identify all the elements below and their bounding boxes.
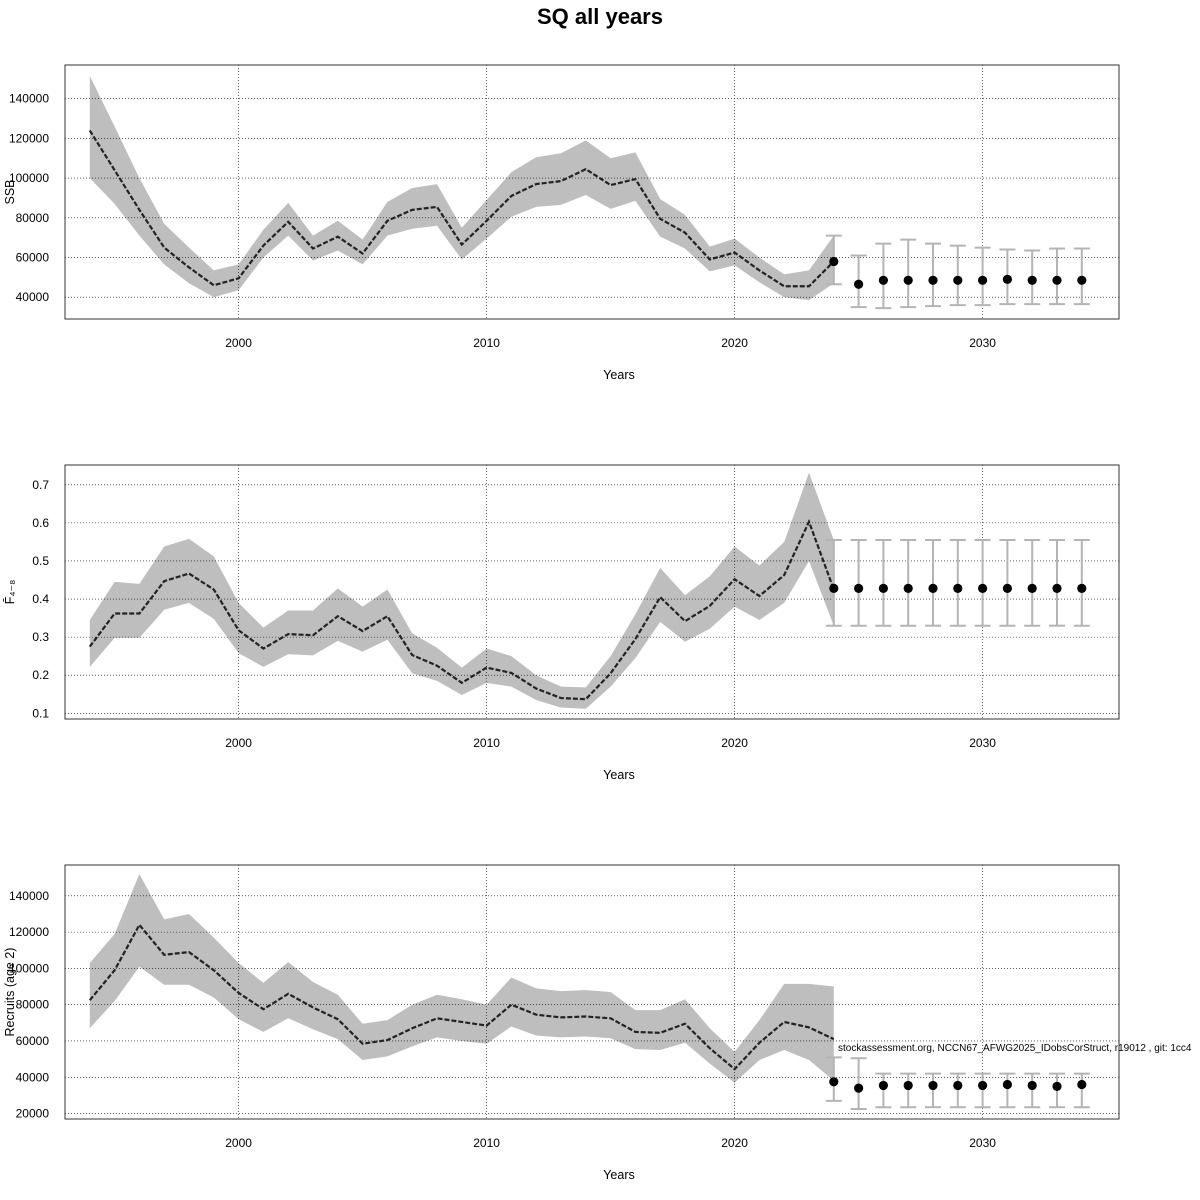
projection-point <box>1077 275 1087 285</box>
confidence-band <box>89 75 834 301</box>
y-tick-label: 140000 <box>9 92 49 106</box>
y-tick-label: 60000 <box>16 1034 50 1048</box>
confidence-band <box>89 874 834 1083</box>
projection-point <box>878 1080 889 1091</box>
y-tick-label: 100000 <box>9 171 49 185</box>
y-tick-label: 0.2 <box>32 668 49 682</box>
y-tick-label: 80000 <box>16 211 50 225</box>
x-tick-label: 2030 <box>969 336 996 350</box>
plot-frame <box>64 864 1120 1120</box>
x-tick-label: 2030 <box>969 736 996 750</box>
x-tick-label: 2030 <box>969 1136 996 1150</box>
y-tick-label: 120000 <box>9 131 49 145</box>
projection-point <box>953 275 963 285</box>
y-tick-label: 20000 <box>16 1107 50 1121</box>
projection-point <box>1052 275 1062 285</box>
x-axis-label: Years <box>603 368 635 382</box>
projection-point <box>854 583 864 593</box>
projection-point <box>1002 583 1013 593</box>
y-tick-label: 0.4 <box>32 592 49 606</box>
projection-point <box>854 1083 864 1093</box>
projection-point <box>953 583 963 593</box>
estimate-line <box>88 518 835 701</box>
x-tick-label: 2010 <box>473 736 500 750</box>
x-tick-label: 2010 <box>473 336 500 350</box>
y-tick-label: 0.1 <box>32 706 49 720</box>
y-tick-label: 60000 <box>16 250 50 264</box>
projection-point <box>1077 1079 1087 1090</box>
x-tick-label: 2000 <box>225 736 252 750</box>
projection-point <box>854 279 864 289</box>
x-tick-label: 2000 <box>225 1136 252 1150</box>
projection-point <box>1027 1080 1037 1091</box>
projection-point <box>829 583 839 593</box>
y-tick-label: 140000 <box>9 889 49 903</box>
x-tick-label: 2000 <box>225 336 252 350</box>
fishing-mortality-panel: 2000 2010 2020 2030 0.1 0.2 0.3 0.4 0.5 0.6 0.7 Yea… <box>3 464 1120 782</box>
y-tick-label: 100000 <box>9 961 49 975</box>
x-tick-label: 2020 <box>721 336 748 350</box>
projection-point <box>978 275 988 285</box>
projection-point <box>978 583 988 593</box>
projection-point <box>829 256 839 267</box>
y-tick-label: 40000 <box>16 290 50 304</box>
y-tick-label: 0.3 <box>32 630 49 644</box>
ssb-panel: 2000 2010 2020 2030 40000 60000 80000 100000 120… <box>3 64 1120 382</box>
y-tick-label: 0.5 <box>32 554 49 568</box>
projection-point <box>1002 1079 1013 1090</box>
projection-point <box>978 1080 988 1091</box>
x-tick-label: 2020 <box>721 1136 748 1150</box>
estimate-line <box>88 922 835 1071</box>
projection-point <box>903 275 913 285</box>
projection-point <box>1052 1081 1062 1091</box>
projection-point <box>1077 583 1087 593</box>
y-tick-label: 40000 <box>16 1070 50 1084</box>
projection-point <box>1002 274 1013 284</box>
projection-point <box>829 1077 839 1087</box>
x-axis-label: Years <box>603 1168 635 1182</box>
projection-point <box>878 583 889 593</box>
projection-point <box>903 1080 913 1091</box>
projection-point <box>928 583 938 593</box>
projection-point <box>928 275 938 285</box>
y-tick-label: 0.7 <box>32 478 49 492</box>
projection-point <box>1027 583 1037 593</box>
y-tick-label: 0.6 <box>32 516 49 530</box>
plot-frame <box>64 464 1120 720</box>
y-axis-label: Recruits (age 2) <box>3 948 17 1037</box>
confidence-band <box>89 472 834 709</box>
projection-point <box>903 583 913 593</box>
y-tick-label: 80000 <box>16 998 50 1012</box>
x-tick-label: 2010 <box>473 1136 500 1150</box>
footer-note: stockassessment.org, NCCN67_AFWG2025_IDo… <box>838 1043 1192 1054</box>
y-axis-label: F̄₄₋₈ <box>3 580 17 605</box>
projection-point <box>953 1080 963 1091</box>
projection-point <box>878 275 889 285</box>
y-tick-label: 120000 <box>9 925 49 939</box>
projection-point <box>1027 275 1037 285</box>
x-axis-label: Years <box>603 768 635 782</box>
recruits-panel: 2000 2010 2020 2030 20000 40000 60000 80000 1000… <box>3 864 1120 1182</box>
projection-point <box>1052 583 1062 593</box>
figure-title: SQ all years <box>537 4 663 29</box>
estimate-line <box>88 129 835 288</box>
y-axis-label: SSB <box>3 179 17 204</box>
plot-frame <box>64 64 1120 320</box>
x-tick-label: 2020 <box>721 736 748 750</box>
projection-point <box>928 1080 938 1091</box>
